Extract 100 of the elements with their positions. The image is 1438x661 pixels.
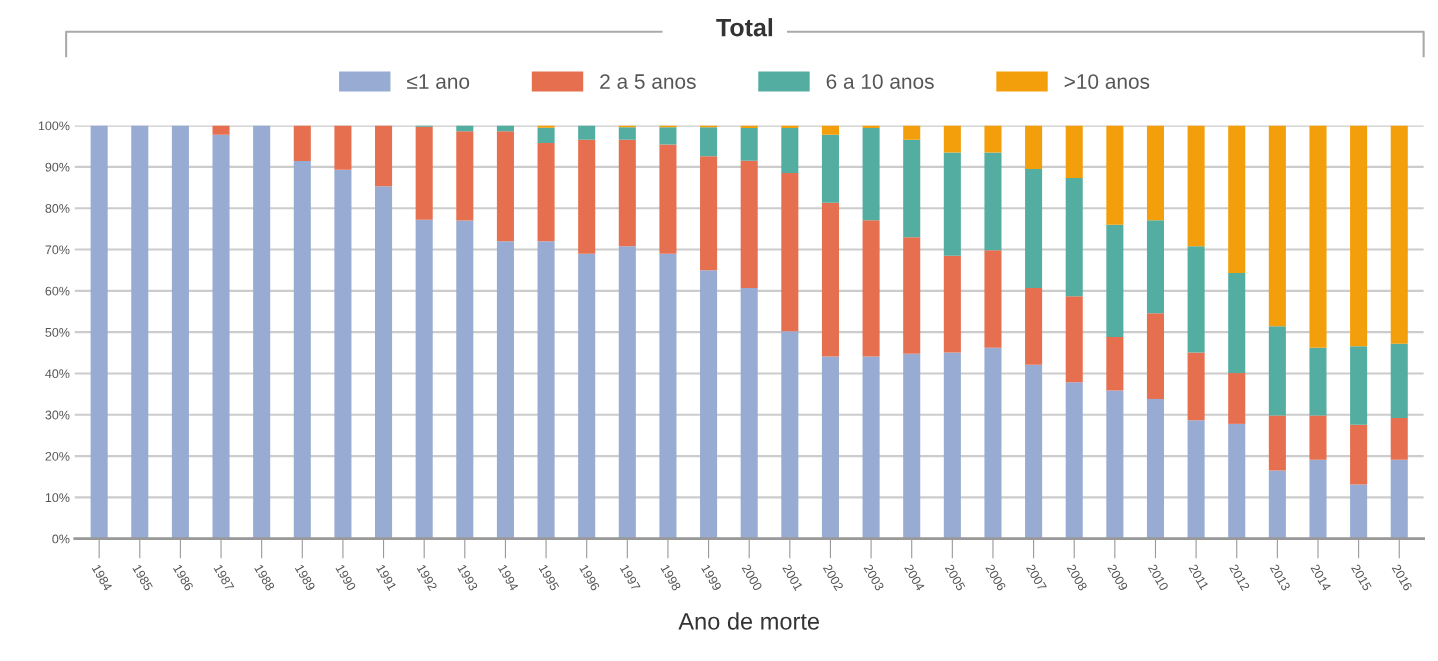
bar [212, 125, 230, 135]
bar [212, 134, 230, 539]
bar [496, 241, 514, 539]
bar [740, 287, 758, 539]
bar [740, 128, 758, 161]
bar [1106, 390, 1124, 539]
bar [1350, 424, 1368, 485]
y-tick-label: 20% [45, 451, 70, 461]
bar [1268, 415, 1286, 471]
bar [618, 246, 636, 539]
bar [456, 131, 474, 221]
bar [903, 353, 921, 539]
bar [496, 131, 514, 242]
bar [943, 352, 961, 539]
bar [943, 152, 961, 256]
bar [659, 144, 677, 254]
bar [821, 202, 839, 357]
bar [537, 142, 555, 242]
bar [984, 347, 1002, 539]
bar [537, 127, 555, 143]
bar [1146, 125, 1165, 221]
bar [700, 270, 718, 539]
bar [1309, 125, 1327, 348]
bar [293, 125, 311, 162]
bar [1187, 125, 1205, 247]
bar [334, 125, 352, 170]
bar [1309, 415, 1327, 460]
bar [700, 127, 718, 157]
bar [1268, 470, 1286, 539]
bar [781, 173, 799, 332]
bar [862, 128, 880, 221]
bar [1187, 246, 1205, 353]
bar [537, 241, 555, 539]
bar [781, 331, 799, 539]
bar [1025, 125, 1043, 169]
bar [862, 356, 880, 539]
y-tick-label: 60% [45, 286, 70, 296]
bar [171, 125, 189, 539]
bar [1065, 125, 1083, 179]
bar [618, 139, 636, 247]
bar [1106, 337, 1124, 391]
bar [1065, 178, 1083, 297]
bar [781, 128, 799, 174]
y-tick-label: 50% [45, 327, 70, 337]
y-tick-label: 80% [45, 204, 70, 213]
bar [1025, 287, 1043, 365]
bar [821, 356, 839, 539]
bar [1187, 420, 1205, 539]
y-tick-label: 0% [52, 534, 70, 544]
legend-label: ≤1 ano [407, 74, 470, 89]
bar [700, 156, 718, 271]
bar [253, 125, 271, 539]
bar [862, 220, 880, 357]
bar [1065, 296, 1083, 383]
bar [1228, 373, 1246, 424]
bar [578, 253, 596, 539]
y-tick-label: 30% [45, 410, 70, 420]
bar [456, 220, 474, 539]
y-tick-label: 70% [45, 245, 70, 255]
bar [1146, 220, 1165, 314]
bar [334, 169, 352, 539]
bar [1228, 125, 1246, 274]
bar [659, 253, 677, 539]
bar [903, 139, 921, 238]
bar [578, 139, 596, 254]
bar [1390, 125, 1408, 344]
bar [131, 125, 149, 539]
bar [1025, 364, 1043, 539]
bar [903, 125, 921, 140]
bar [1309, 347, 1327, 416]
bar [1390, 343, 1408, 419]
bar [1146, 313, 1165, 400]
bar [821, 134, 839, 203]
bar [984, 125, 1002, 153]
legend-label: 2 a 5 anos [600, 74, 696, 89]
bar [659, 127, 677, 145]
bar [415, 219, 433, 539]
bar [1025, 168, 1043, 288]
bar [578, 125, 596, 140]
bar [1309, 459, 1327, 539]
bar [740, 160, 758, 288]
bar [903, 237, 921, 354]
bar [1350, 346, 1368, 425]
legend-label: >10 anos [1064, 74, 1150, 89]
bar [1268, 125, 1286, 327]
bar [1390, 418, 1408, 460]
bar [1187, 352, 1205, 421]
bar [375, 186, 393, 539]
bar [984, 152, 1002, 251]
legend-label: 6 a 10 anos [826, 74, 934, 89]
bar [293, 161, 311, 539]
y-tick-label: 100% [38, 121, 70, 131]
bar [1106, 125, 1124, 225]
chart-title: Total [716, 18, 773, 37]
bar [1268, 326, 1286, 416]
y-tick-label: 90% [45, 162, 70, 172]
bar [1065, 382, 1083, 539]
bar [943, 255, 961, 353]
bar [1146, 399, 1165, 539]
bar [1228, 423, 1246, 539]
